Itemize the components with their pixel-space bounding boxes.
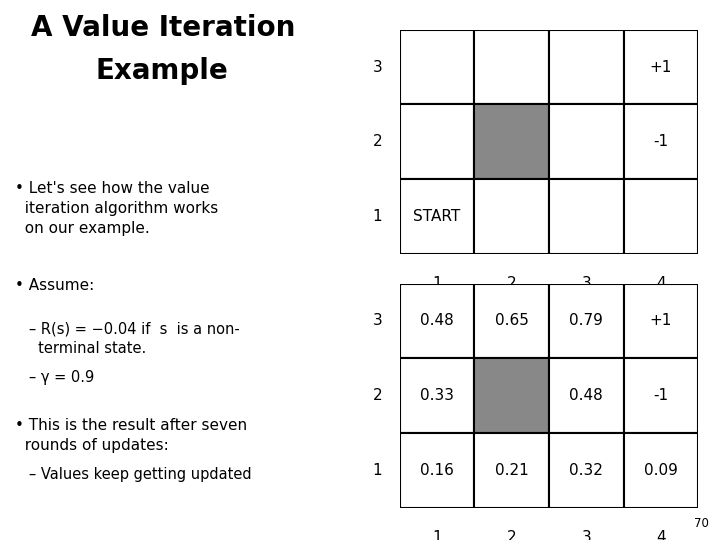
Text: 1: 1 [432,530,442,540]
Bar [474,179,549,254]
Text: START: START [413,209,461,224]
Bar [549,104,624,179]
Text: 0.32: 0.32 [570,463,603,478]
Text: +1: +1 [650,313,672,328]
Text: 1: 1 [432,276,442,291]
Text: 70: 70 [694,517,709,530]
Bar [474,104,549,179]
Bar [624,179,698,254]
Text: 3: 3 [582,276,591,291]
Bar [474,358,549,433]
Bar [549,358,624,433]
Text: 3: 3 [372,59,382,75]
Text: 0.16: 0.16 [420,463,454,478]
Text: 1: 1 [372,209,382,224]
Bar [474,284,549,358]
Bar [549,30,624,104]
Bar [400,179,474,254]
Text: • Assume:: • Assume: [15,278,94,293]
Text: – Values keep getting updated: – Values keep getting updated [15,467,252,482]
Bar [549,179,624,254]
Bar [624,358,698,433]
Bar [400,104,474,179]
Text: • This is the result after seven
  rounds of updates:: • This is the result after seven rounds … [15,418,248,453]
Bar [549,433,624,508]
Text: 3: 3 [582,530,591,540]
Text: 2: 2 [507,530,516,540]
Text: 0.65: 0.65 [495,313,528,328]
Text: • Let's see how the value
  iteration algorithm works
  on our example.: • Let's see how the value iteration algo… [15,181,218,235]
Text: – R(s) = −0.04 if  s  is a non-
     terminal state.: – R(s) = −0.04 if s is a non- terminal s… [15,321,240,356]
Bar [400,284,474,358]
Bar [474,433,549,508]
Text: +1: +1 [650,59,672,75]
Text: 4: 4 [656,530,666,540]
Text: 0.48: 0.48 [570,388,603,403]
Text: 2: 2 [372,388,382,403]
Text: 0.48: 0.48 [420,313,454,328]
Text: 0.33: 0.33 [420,388,454,403]
Bar [549,284,624,358]
Bar [400,30,474,104]
Text: Example: Example [95,57,228,85]
Text: 2: 2 [372,134,382,149]
Text: 2: 2 [507,276,516,291]
Text: 0.09: 0.09 [644,463,678,478]
Text: -1: -1 [654,388,669,403]
Text: 0.21: 0.21 [495,463,528,478]
Text: 4: 4 [656,276,666,291]
Bar [624,284,698,358]
Text: 1: 1 [372,463,382,478]
Text: 3: 3 [372,313,382,328]
Bar [624,433,698,508]
Bar [474,30,549,104]
Text: – γ = 0.9: – γ = 0.9 [15,370,94,385]
Bar [624,30,698,104]
Text: -1: -1 [654,134,669,149]
Text: A Value Iteration: A Value Iteration [30,14,295,42]
Bar [400,358,474,433]
Bar [400,433,474,508]
Text: 0.79: 0.79 [570,313,603,328]
Bar [624,104,698,179]
